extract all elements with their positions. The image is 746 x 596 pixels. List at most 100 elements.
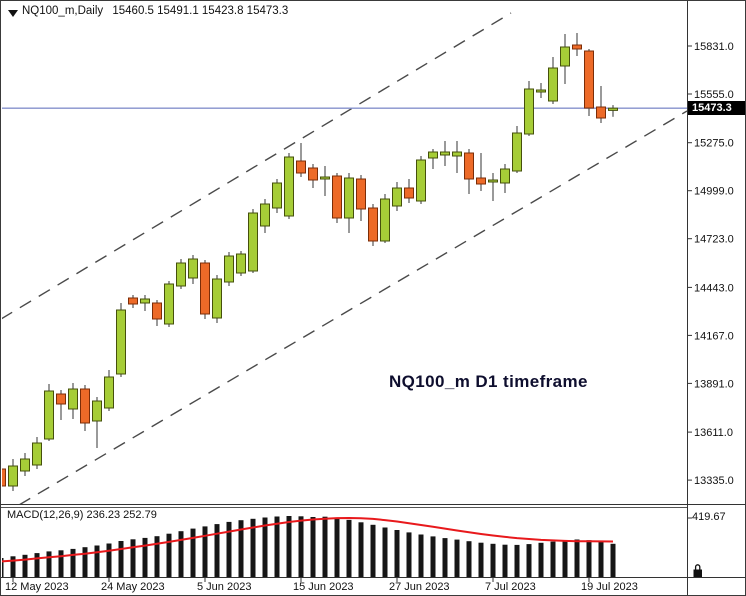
time-axis-label: 27 Jun 2023 — [389, 581, 450, 593]
macd-histogram-bar — [166, 533, 172, 577]
price-axis-label: 14999.0 — [694, 186, 734, 198]
candle-body[interactable] — [92, 400, 102, 422]
macd-histogram-bar — [502, 544, 508, 577]
macd-histogram-bar — [130, 539, 136, 577]
candle-body[interactable] — [596, 106, 606, 119]
macd-histogram-bar — [574, 539, 580, 577]
candle-body[interactable] — [1, 468, 6, 487]
candle-body[interactable] — [116, 309, 126, 375]
macd-histogram-bar — [118, 541, 124, 577]
candle-body[interactable] — [572, 44, 582, 50]
candle-body[interactable] — [380, 198, 390, 242]
price-pane[interactable] — [1, 12, 687, 505]
candle-body[interactable] — [284, 156, 294, 217]
candle-body[interactable] — [392, 187, 402, 207]
time-axis-label: 7 Jul 2023 — [485, 581, 536, 593]
candle-body[interactable] — [128, 297, 138, 305]
candle-body[interactable] — [320, 176, 330, 180]
candle-body[interactable] — [200, 262, 210, 315]
candle-body[interactable] — [152, 302, 162, 320]
macd-histogram-bar — [298, 516, 304, 577]
candle-body[interactable] — [56, 393, 66, 405]
macd-histogram-bar — [526, 544, 532, 577]
candle-body[interactable] — [356, 178, 366, 210]
symbol-collapse-icon[interactable] — [8, 10, 18, 17]
candle-body[interactable] — [416, 159, 426, 202]
candle-body[interactable] — [20, 458, 30, 472]
chart-header: NQ100_m,Daily 15460.5 15491.1 15423.8 15… — [22, 5, 288, 17]
candle-body[interactable] — [260, 203, 270, 227]
candle-body[interactable] — [500, 168, 510, 184]
axes-layer[interactable]: 15831.0 15555.0 15275.0 14999.0 14723.0 14443… — [5, 41, 734, 593]
macd-indicator-label: MACD(12,26,9) 236.23 252.79 — [7, 509, 157, 521]
candle-body[interactable] — [104, 376, 114, 409]
candle-body[interactable] — [488, 179, 498, 183]
macd-histogram-bar — [442, 538, 448, 577]
candle-body[interactable] — [272, 182, 282, 209]
candle-body[interactable] — [8, 465, 18, 487]
price-axis-label: 13335.0 — [694, 475, 734, 487]
macd-histogram-bar — [490, 543, 496, 577]
candle-body[interactable] — [368, 207, 378, 242]
macd-histogram-bar — [250, 518, 256, 577]
candle-body[interactable] — [404, 187, 414, 199]
candle-body[interactable] — [236, 253, 246, 274]
price-axis-label: 15555.0 — [694, 89, 734, 101]
candle-body[interactable] — [464, 152, 474, 180]
macd-histogram-bar — [238, 520, 244, 577]
macd-histogram-bar — [538, 542, 544, 577]
macd-histogram-bar — [346, 519, 352, 577]
channel-lower-line[interactable] — [19, 110, 687, 505]
macd-histogram-bar — [382, 527, 388, 577]
macd-histogram-bar — [214, 524, 220, 577]
price-axis-label: 14723.0 — [694, 234, 734, 246]
macd-histogram-bar — [286, 516, 292, 577]
macd-histogram-bar — [418, 534, 424, 577]
candle-body[interactable] — [548, 67, 558, 102]
macd-histogram-bar — [406, 532, 412, 577]
candle-body[interactable] — [68, 388, 78, 410]
macd-histogram-bar — [334, 517, 340, 577]
candle-body[interactable] — [584, 50, 594, 109]
candle-body[interactable] — [608, 107, 618, 111]
candle-body[interactable] — [224, 255, 234, 283]
price-axis-label: 15275.0 — [694, 138, 734, 150]
macd-histogram-bar — [82, 547, 88, 577]
candle-body[interactable] — [44, 390, 54, 440]
candle-body[interactable] — [164, 283, 174, 325]
macd-histogram-bar — [586, 540, 592, 577]
candle-body[interactable] — [188, 258, 198, 279]
candle-body[interactable] — [428, 151, 438, 159]
candle-body[interactable] — [536, 89, 546, 93]
symbol-title: NQ100_m,Daily — [22, 5, 104, 17]
candle-body[interactable] — [32, 442, 42, 466]
channel-upper-line[interactable] — [1, 12, 512, 320]
candle-body[interactable] — [308, 167, 318, 181]
candle-body[interactable] — [344, 177, 354, 219]
candle-body[interactable] — [176, 262, 186, 287]
macd-histogram-bar — [34, 553, 40, 577]
candle-body[interactable] — [332, 175, 342, 219]
macd-histogram-bar — [94, 545, 100, 577]
header-ohlc-values: 15460.5 15491.1 15423.8 15473.3 — [112, 5, 289, 17]
candle-body[interactable] — [248, 212, 258, 272]
candle-body[interactable] — [296, 160, 306, 174]
candle-body[interactable] — [560, 46, 570, 67]
candle-body[interactable] — [452, 151, 462, 157]
macd-pane[interactable] — [1, 516, 616, 577]
time-axis-label: 5 Jun 2023 — [197, 581, 251, 593]
candle-body[interactable] — [140, 298, 150, 304]
macd-histogram-bar — [514, 544, 520, 577]
candle-body[interactable] — [512, 132, 522, 172]
macd-histogram-bar — [70, 548, 76, 577]
macd-histogram-bar — [190, 528, 196, 577]
candle-body[interactable] — [212, 278, 222, 319]
candle-body[interactable] — [440, 151, 450, 156]
candle-body[interactable] — [80, 388, 90, 424]
candle-body[interactable] — [476, 177, 486, 185]
macd-histogram-bar — [22, 554, 28, 577]
candle-body[interactable] — [524, 88, 534, 135]
current-price-tag: 15473.3 — [688, 101, 745, 115]
